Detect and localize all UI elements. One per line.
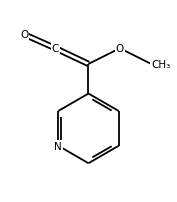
Text: CH₃: CH₃ bbox=[151, 60, 170, 69]
Text: C: C bbox=[52, 44, 59, 54]
Text: O: O bbox=[116, 44, 124, 54]
Text: O: O bbox=[20, 30, 28, 40]
Text: N: N bbox=[55, 141, 62, 151]
